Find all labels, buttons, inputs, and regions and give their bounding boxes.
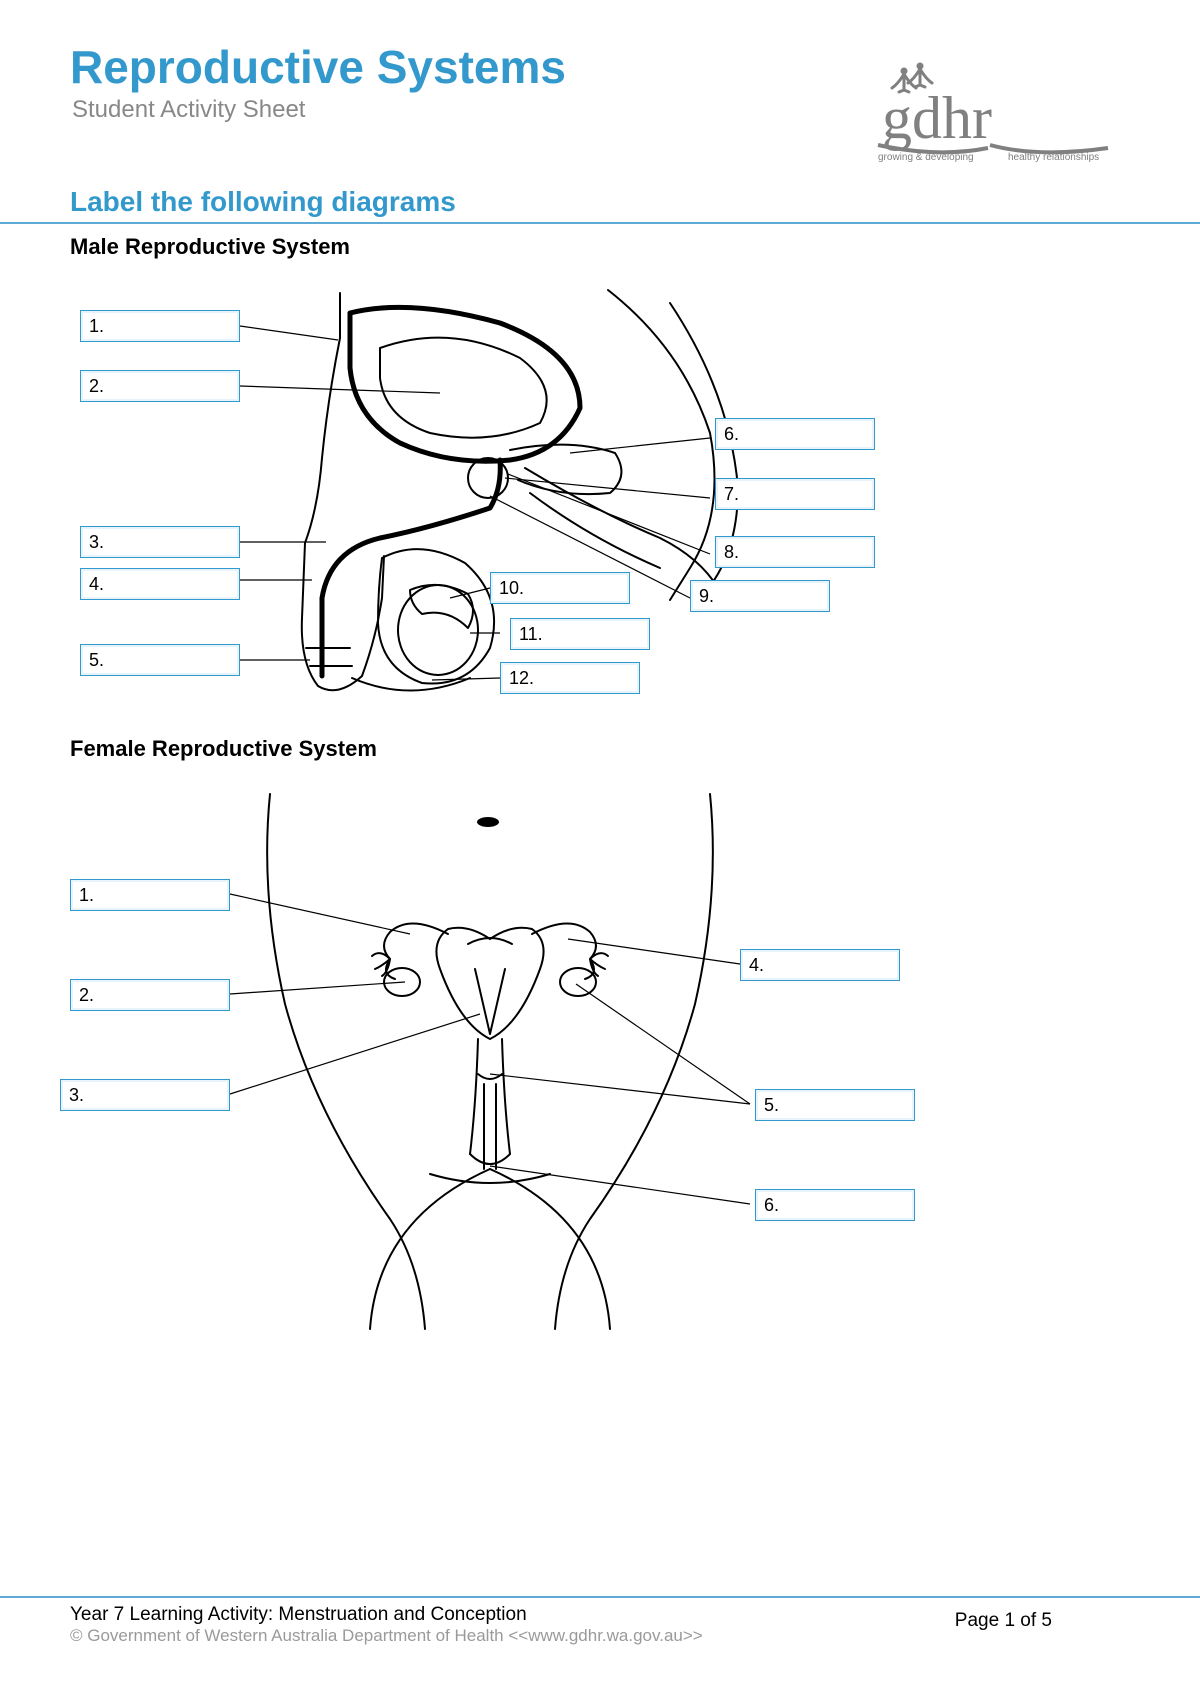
male-label-1[interactable]: 1.: [80, 310, 240, 342]
female-heading: Female Reproductive System: [70, 736, 1130, 762]
male-heading: Male Reproductive System: [70, 234, 1130, 260]
male-diagram: 1. 2. 3. 4. 5. 6. 7. 8. 9. 10. 11. 12.: [70, 278, 1130, 728]
female-label-3[interactable]: 3.: [60, 1079, 230, 1111]
svg-text:growing & developing: growing & developing: [878, 152, 974, 163]
male-label-12[interactable]: 12.: [500, 662, 640, 694]
male-label-8[interactable]: 8.: [715, 536, 875, 568]
page-number: Page 1 of 5: [955, 1610, 1052, 1632]
page-container: Reproductive Systems Student Activity Sh…: [0, 0, 1200, 1698]
female-label-1[interactable]: 1.: [70, 879, 230, 911]
male-label-6[interactable]: 6.: [715, 418, 875, 450]
svg-text:healthy relationships: healthy relationships: [1008, 152, 1099, 163]
logo-text: gdhr: [882, 85, 992, 151]
female-label-4[interactable]: 4.: [740, 949, 900, 981]
male-label-5[interactable]: 5.: [80, 644, 240, 676]
male-label-4[interactable]: 4.: [80, 568, 240, 600]
male-label-10[interactable]: 10.: [490, 572, 630, 604]
female-diagram: 1. 2. 3. 4. 5. 6.: [70, 774, 1130, 1334]
male-label-11[interactable]: 11.: [510, 618, 650, 650]
gdhr-logo: gdhr growing & developing healthy relati…: [858, 60, 1128, 175]
male-label-2[interactable]: 2.: [80, 370, 240, 402]
footer-divider: [0, 1596, 1200, 1598]
female-label-5[interactable]: 5.: [755, 1089, 915, 1121]
section-heading: Label the following diagrams: [70, 186, 1130, 218]
male-label-9[interactable]: 9.: [690, 580, 830, 612]
male-label-3[interactable]: 3.: [80, 526, 240, 558]
section-divider: [0, 222, 1200, 224]
female-label-2[interactable]: 2.: [70, 979, 230, 1011]
male-label-7[interactable]: 7.: [715, 478, 875, 510]
female-label-6[interactable]: 6.: [755, 1189, 915, 1221]
